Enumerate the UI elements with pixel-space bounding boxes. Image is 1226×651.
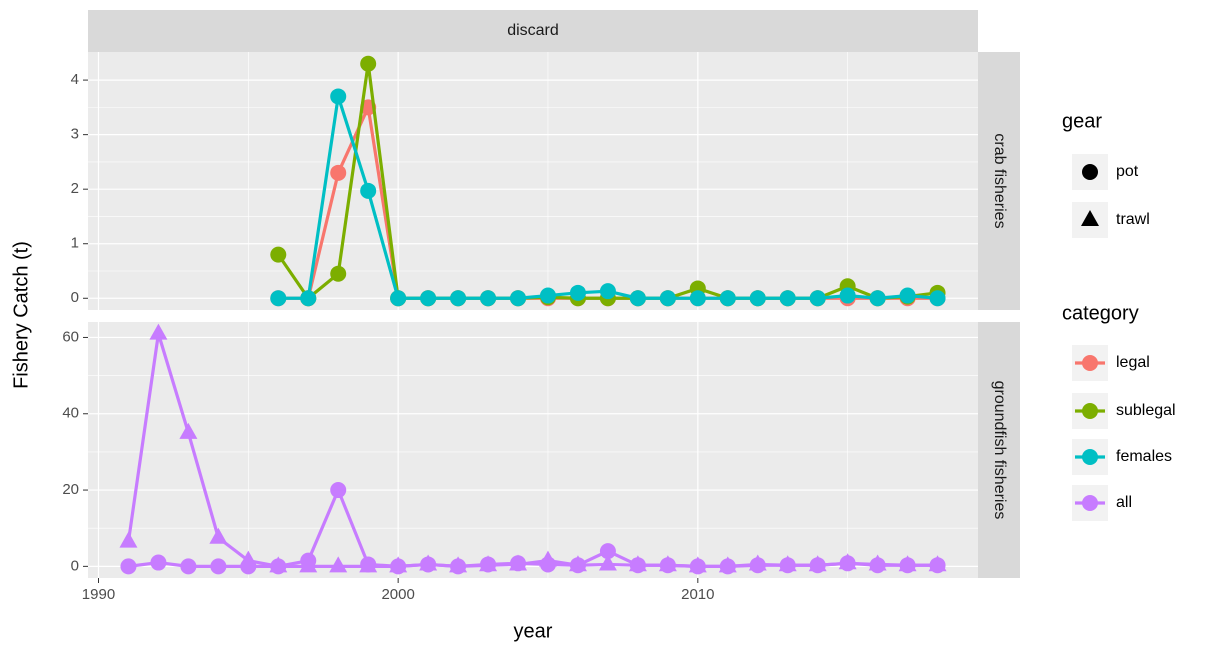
point — [598, 554, 617, 571]
x-tick-label: 1990 — [82, 586, 115, 603]
point — [779, 290, 796, 307]
point — [119, 531, 138, 548]
point — [449, 556, 468, 573]
point — [389, 556, 408, 573]
point — [628, 555, 647, 572]
point — [390, 290, 407, 307]
legend-label: females — [1116, 448, 1172, 465]
point — [599, 543, 616, 560]
point — [180, 558, 197, 575]
point — [538, 550, 557, 567]
y-tick-label: 0 — [71, 289, 79, 306]
legend-label: sublegal — [1116, 402, 1176, 419]
legend-title: category — [1062, 302, 1139, 324]
point — [688, 556, 707, 573]
y-axis-title: Fishery Catch (t) — [10, 241, 32, 389]
point — [330, 265, 347, 282]
point — [120, 558, 137, 575]
y-tick-label: 20 — [62, 481, 79, 498]
strip-label: groundfish fisheries — [991, 381, 1008, 520]
point — [360, 182, 377, 199]
legend-label: trawl — [1116, 211, 1150, 228]
point — [179, 422, 198, 439]
point — [299, 556, 318, 573]
legend-label: legal — [1116, 354, 1150, 371]
point — [420, 290, 437, 307]
point — [808, 555, 827, 572]
point — [479, 555, 498, 572]
point — [749, 290, 766, 307]
point — [330, 482, 347, 499]
point — [209, 527, 228, 544]
strip-label: crab fisheries — [991, 133, 1008, 228]
panel-background — [88, 322, 978, 578]
strip-label: discard — [507, 22, 559, 39]
point — [510, 290, 527, 307]
point — [450, 290, 467, 307]
point — [330, 88, 347, 105]
legend-symbol — [1082, 355, 1098, 371]
point — [330, 164, 347, 181]
series-line — [126, 332, 938, 568]
point — [539, 287, 556, 304]
panel-background — [88, 52, 978, 310]
point — [150, 554, 167, 571]
point — [569, 284, 586, 301]
x-tick-label: 2010 — [681, 586, 714, 603]
legend-symbol — [1082, 403, 1098, 419]
point — [599, 283, 616, 300]
point — [480, 290, 497, 307]
point — [689, 290, 706, 307]
point — [360, 55, 377, 72]
point — [210, 558, 227, 575]
point — [270, 246, 287, 263]
legend-symbol — [1082, 164, 1098, 180]
point — [809, 290, 826, 307]
point — [869, 290, 886, 307]
point — [718, 556, 737, 573]
strip-right — [978, 322, 1020, 578]
point — [568, 555, 587, 572]
point — [719, 290, 736, 307]
y-tick-label: 2 — [71, 180, 79, 197]
point — [659, 290, 676, 307]
legend-label: all — [1116, 494, 1132, 511]
point — [838, 553, 857, 570]
strip-right — [978, 52, 1020, 310]
x-tick-label: 2000 — [381, 586, 414, 603]
point — [270, 290, 287, 307]
point — [748, 554, 767, 571]
legend-symbol — [1082, 449, 1098, 465]
point — [239, 550, 258, 567]
x-axis-title: year — [514, 620, 553, 642]
y-tick-label: 3 — [71, 126, 79, 143]
point — [898, 555, 917, 572]
legend-label: pot — [1116, 163, 1139, 180]
point — [929, 290, 946, 307]
point — [778, 555, 797, 572]
y-tick-label: 0 — [71, 557, 79, 574]
point — [629, 290, 646, 307]
point — [868, 554, 887, 571]
legend-symbol — [1082, 495, 1098, 511]
point — [509, 554, 528, 571]
point — [899, 287, 916, 304]
point — [329, 556, 348, 573]
point — [658, 555, 677, 572]
point — [359, 556, 378, 573]
y-tick-label: 60 — [62, 328, 79, 345]
point — [300, 290, 317, 307]
legend-title: gear — [1062, 110, 1102, 132]
legend-symbol — [1081, 210, 1099, 226]
point — [269, 556, 288, 573]
y-tick-label: 4 — [71, 71, 79, 88]
point — [419, 554, 438, 571]
strip-top — [88, 10, 978, 52]
point — [928, 555, 947, 572]
point — [839, 287, 856, 304]
y-tick-label: 1 — [71, 235, 79, 252]
point — [149, 323, 168, 340]
y-tick-label: 40 — [62, 405, 79, 422]
